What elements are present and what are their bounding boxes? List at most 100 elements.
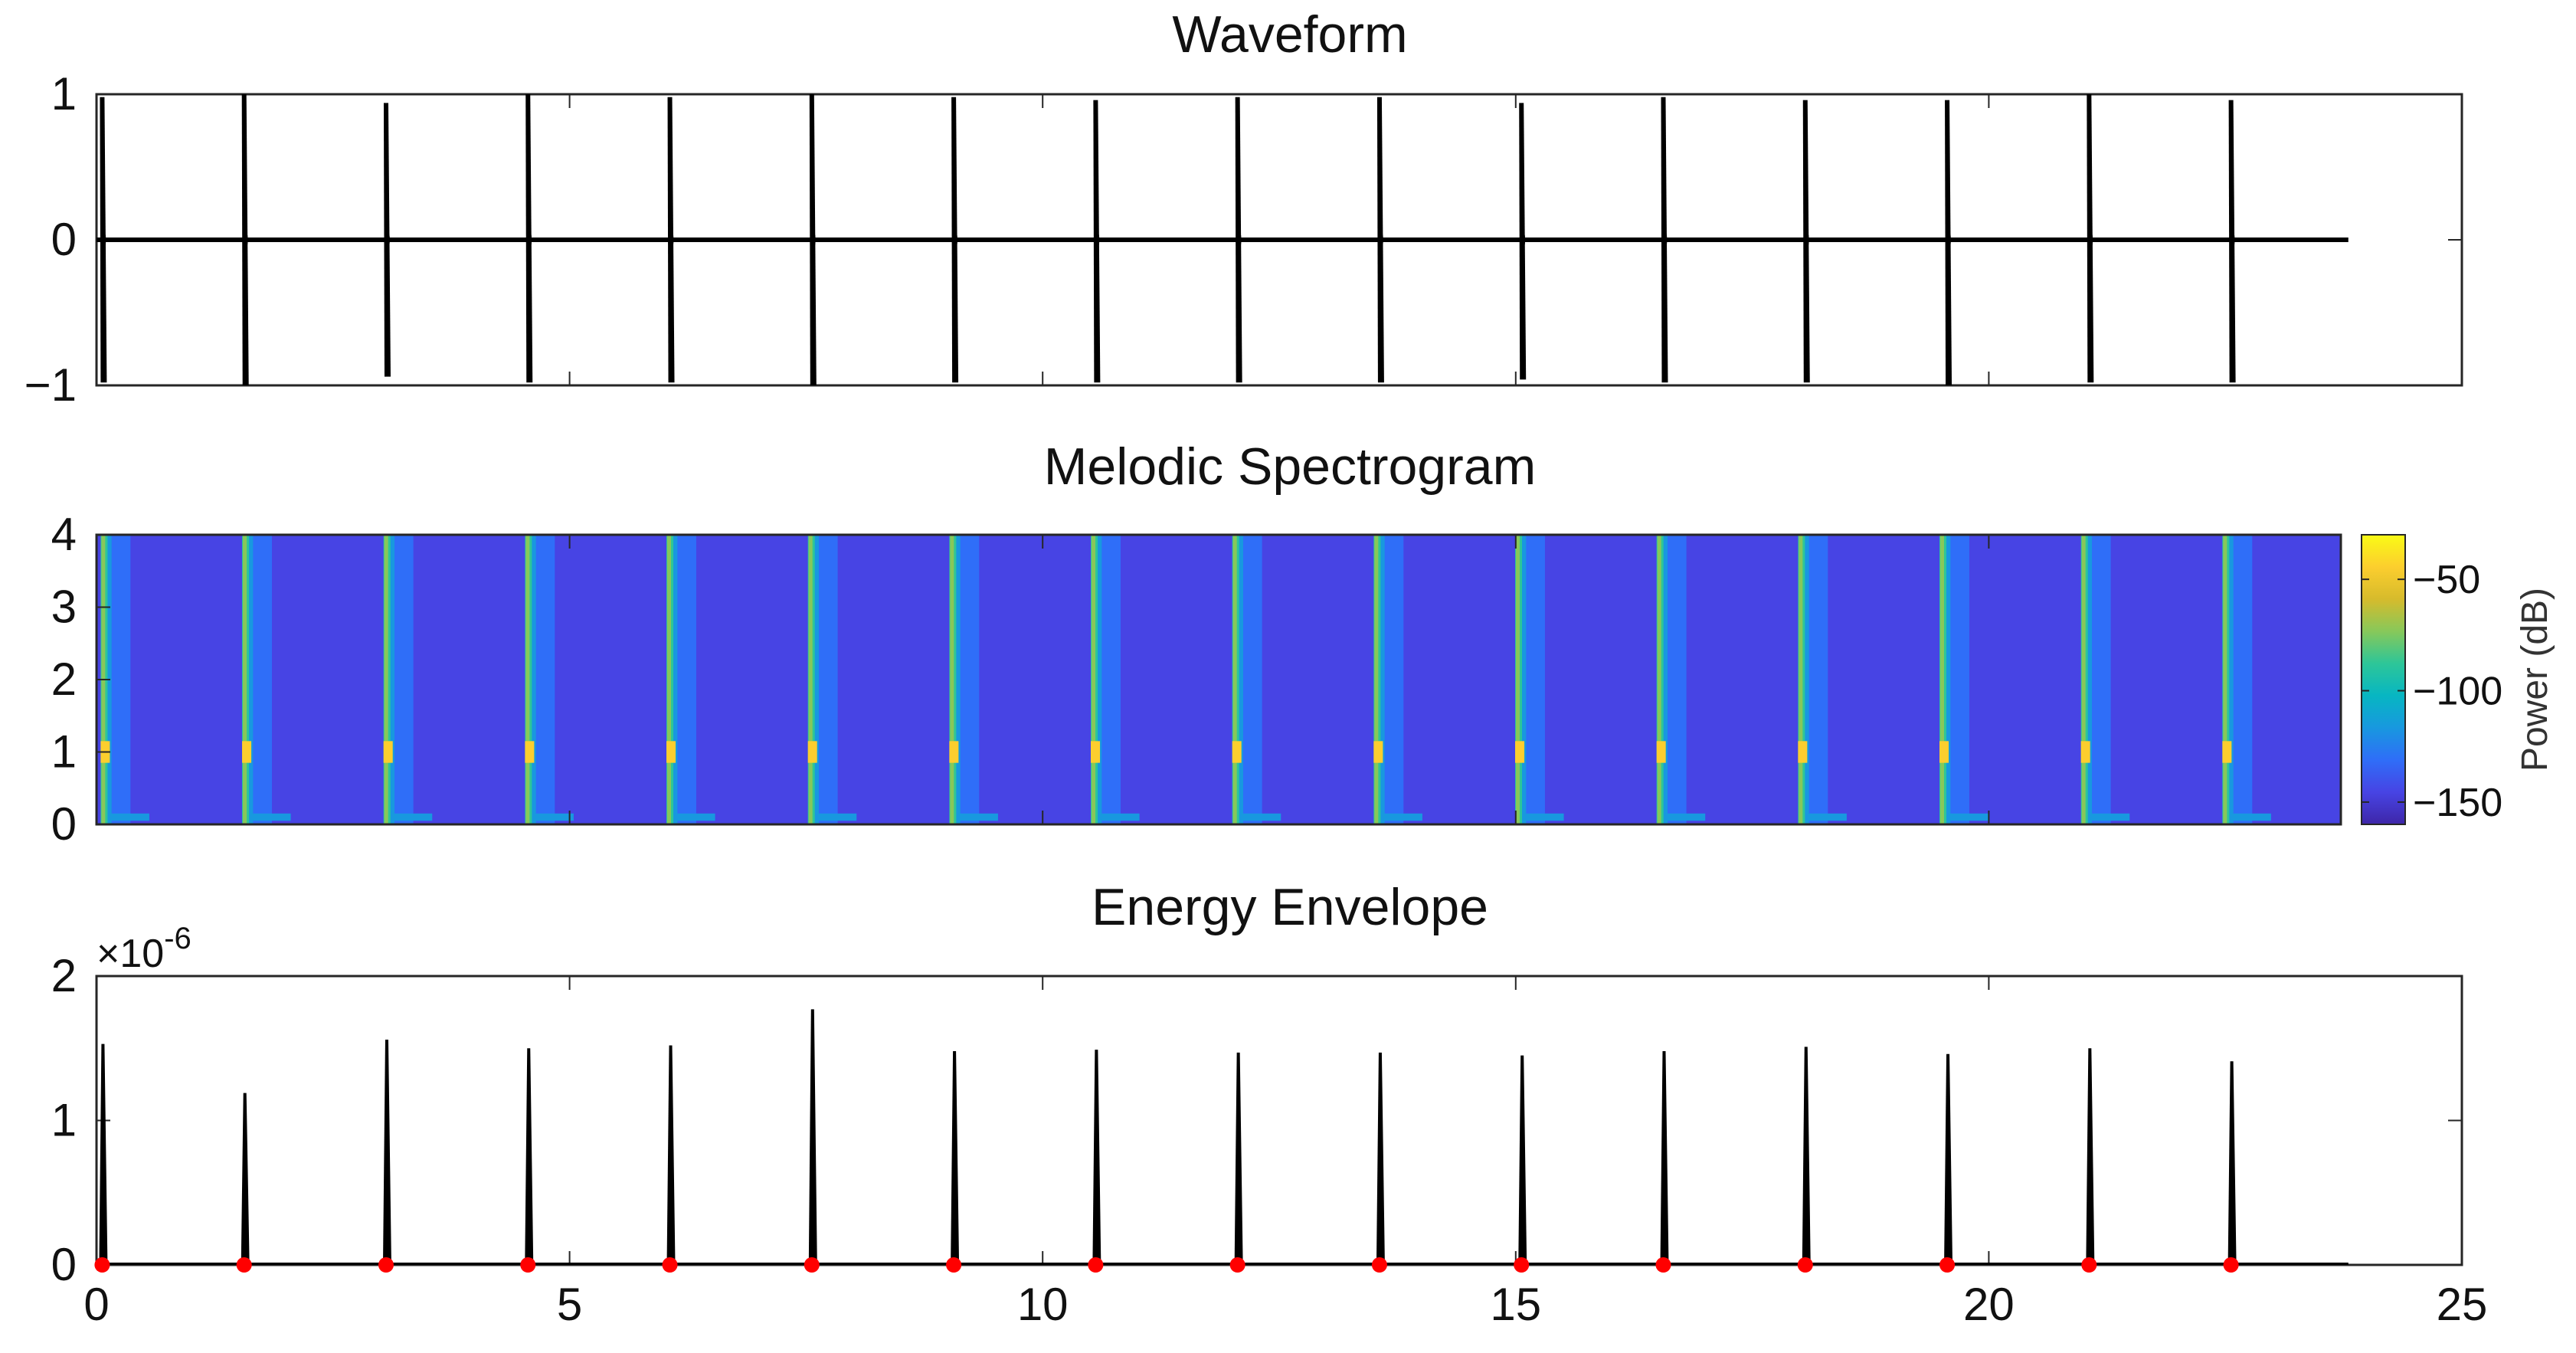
spectrogram-low-band xyxy=(1233,813,1281,821)
spectrogram-onset-core xyxy=(2223,535,2227,824)
waveform-spike-ring xyxy=(952,223,958,257)
spectrogram-onset xyxy=(1091,535,1140,824)
spectrogram-onset xyxy=(1656,535,1706,824)
y-tick-label: 2 xyxy=(51,654,77,705)
waveform-spike-ring xyxy=(1946,223,1952,257)
waveform-spike-ring xyxy=(242,223,248,257)
waveform-spike-ring xyxy=(1377,223,1383,257)
energy-peak xyxy=(1092,1050,1101,1265)
onset-markers xyxy=(94,1257,2239,1273)
spectrogram-peak xyxy=(242,741,252,763)
spectrogram-low-band xyxy=(2224,813,2271,821)
x-tick-label: 15 xyxy=(1490,1279,1541,1330)
spectrogram-peak xyxy=(1939,741,1949,763)
spectrogram-onset xyxy=(2222,535,2271,824)
spectrogram-low-band xyxy=(526,813,574,821)
spectrogram-low-band xyxy=(668,813,715,821)
onset-marker xyxy=(804,1257,820,1273)
x-tick-label: 10 xyxy=(1017,1279,1069,1330)
spectrogram-peak xyxy=(1798,741,1808,763)
y-tick-label: 1 xyxy=(51,1095,77,1146)
spectrogram-low-band xyxy=(244,813,291,821)
spectrogram-low-band xyxy=(809,813,857,821)
spectrogram-onset xyxy=(949,535,998,824)
spectrogram-low-band xyxy=(951,813,998,821)
spectrogram-peak xyxy=(1373,741,1383,763)
energy-peak xyxy=(808,1009,817,1265)
y-tick-label: −1 xyxy=(25,359,77,411)
colorbar-tick-label: −150 xyxy=(2413,781,2502,825)
onset-marker xyxy=(662,1257,678,1273)
waveform-spike-ring xyxy=(526,223,532,257)
spectrogram-onset-core xyxy=(384,535,388,824)
waveform-spike-ring xyxy=(1236,223,1242,257)
spectrogram-peak xyxy=(949,741,959,763)
onset-marker xyxy=(1655,1257,1671,1273)
spectrogram-onset xyxy=(1939,535,1988,824)
spectrogram-onset-core xyxy=(1940,535,1945,824)
colorbar-tick-label: −100 xyxy=(2413,670,2502,714)
onset-marker xyxy=(236,1257,252,1273)
spectrogram-peak xyxy=(2080,741,2090,763)
spectrogram-onset-core xyxy=(1092,535,1096,824)
spectrogram-low-band xyxy=(102,813,149,821)
spectrogram-peak xyxy=(1656,741,1666,763)
waveform-spike-ring xyxy=(2087,223,2093,257)
energy-peak xyxy=(666,1045,676,1265)
onset-marker xyxy=(378,1257,394,1273)
spectrogram-onset-core xyxy=(808,535,813,824)
spectrogram-onset-core xyxy=(2081,535,2086,824)
y-tick-label: 4 xyxy=(51,509,77,560)
spectrogram-panel: Melodic Spectrogram 4 3 2 1 0 −50 −100 −150 Po… xyxy=(51,437,2555,850)
energy-peak xyxy=(241,1093,250,1265)
waveform-spike-ring xyxy=(1094,223,1100,257)
onset-marker xyxy=(520,1257,536,1273)
x-tick-label: 25 xyxy=(2437,1279,2488,1330)
spectrogram-peak xyxy=(1232,741,1242,763)
x-tick-label: 5 xyxy=(557,1279,582,1330)
waveform-spike-ring xyxy=(384,223,390,257)
onset-marker xyxy=(946,1257,962,1273)
energy-peak xyxy=(382,1039,391,1265)
onset-marker xyxy=(1088,1257,1104,1273)
onset-marker xyxy=(1939,1257,1956,1273)
spectrogram-onset xyxy=(1515,535,1564,824)
spectrogram-low-band xyxy=(385,813,433,821)
spectrogram-background xyxy=(97,535,2341,824)
colorbar-tick-label: −50 xyxy=(2413,558,2480,602)
energy-y-tick-labels: 2 1 0 xyxy=(51,950,77,1290)
energy-peak xyxy=(1944,1053,1953,1265)
energy-peak xyxy=(1660,1051,1669,1265)
spectrogram-low-band xyxy=(1517,813,1564,821)
y-tick-label: 0 xyxy=(51,798,77,850)
energy-peak xyxy=(951,1051,960,1265)
y-tick-label: 2 xyxy=(51,950,77,1001)
spectrogram-onset xyxy=(1373,535,1422,824)
spectrogram-onset-core xyxy=(1657,535,1661,824)
waveform-ticks xyxy=(96,93,2463,386)
energy-peak xyxy=(1376,1052,1385,1265)
y-tick-label: 0 xyxy=(51,1239,77,1290)
onset-marker xyxy=(1229,1257,1245,1273)
spectrogram-onset-core xyxy=(525,535,530,824)
y-tick-label: 0 xyxy=(51,214,77,265)
onset-marker xyxy=(1514,1257,1530,1273)
spectrogram-low-band xyxy=(1799,813,1847,821)
spectrogram-onset xyxy=(1232,535,1281,824)
y-tick-label: 1 xyxy=(51,68,77,120)
spectrogram-onset-core xyxy=(1232,535,1237,824)
spectrogram-peak xyxy=(807,741,817,763)
spectrogram-onset-core xyxy=(1516,535,1520,824)
spectrogram-onset xyxy=(2080,535,2130,824)
waveform-spike-ring xyxy=(1661,223,1668,257)
energy-peak xyxy=(2227,1061,2237,1265)
spectrogram-onset xyxy=(383,535,433,824)
waveform-spike-ring xyxy=(1803,223,1809,257)
spectrogram-peak xyxy=(525,741,535,763)
onset-marker xyxy=(1797,1257,1813,1273)
spectrogram-peak xyxy=(1091,741,1101,763)
energy-peak xyxy=(1234,1052,1243,1265)
colorbar-label: Power (dB) xyxy=(2515,588,2555,772)
energy-panel: Energy Envelope ×10-6 210 0 5 10 15 20 25 xyxy=(51,878,2488,1330)
